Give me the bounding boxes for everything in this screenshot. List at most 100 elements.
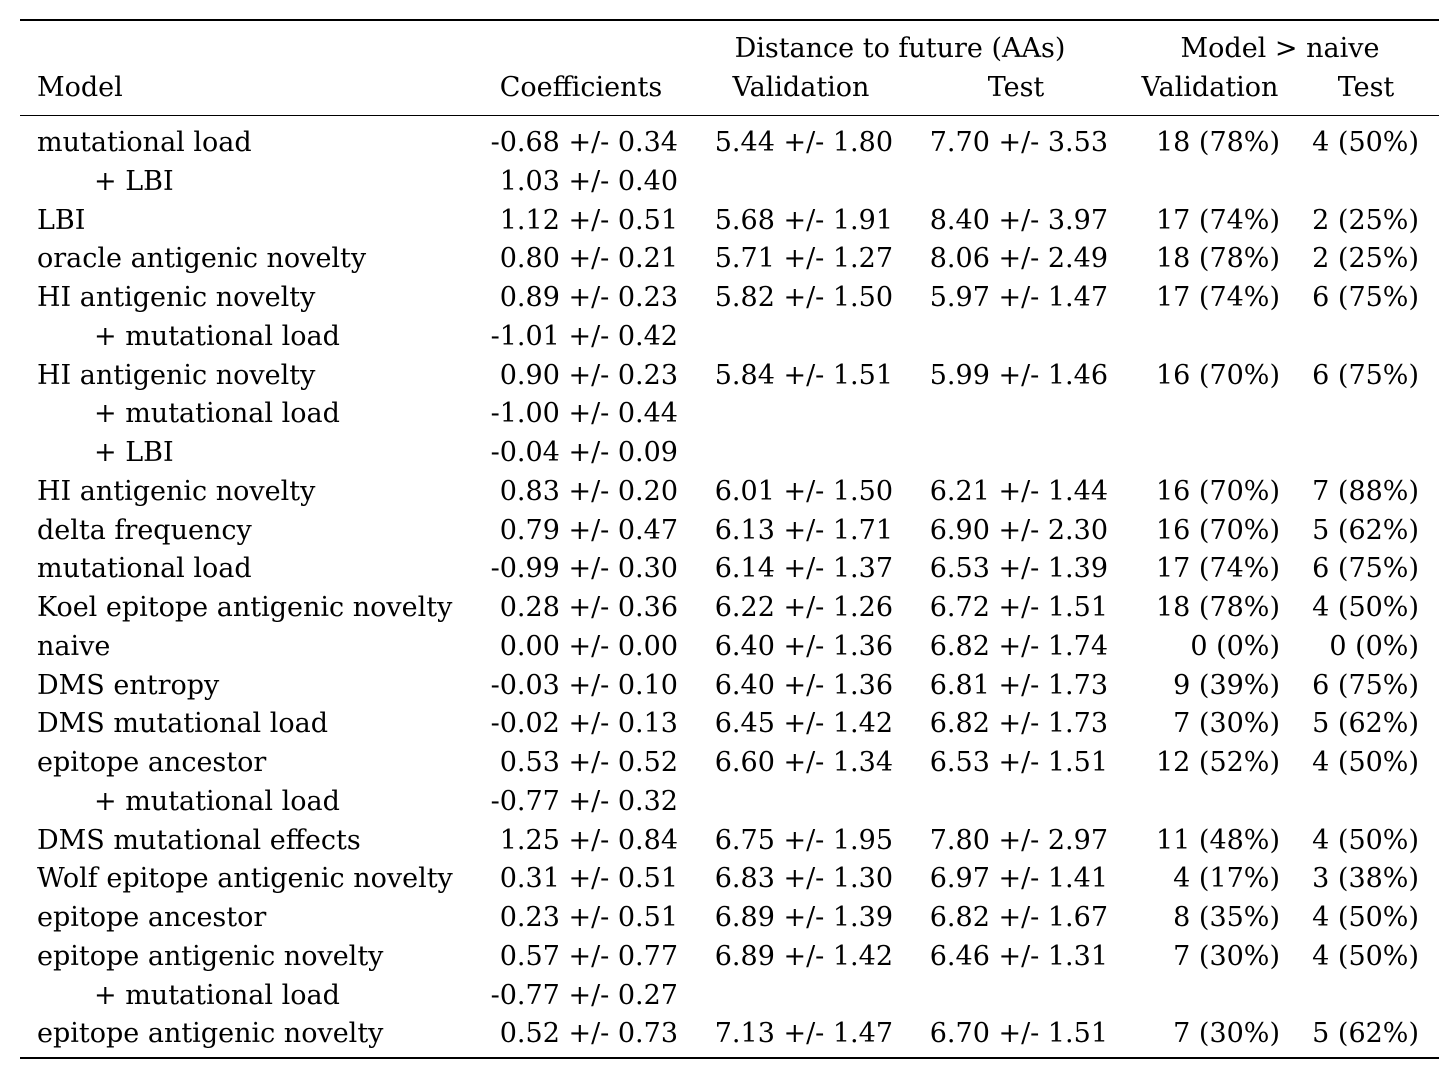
header-distance-validation: Validation (732, 72, 870, 103)
cell-model: + mutational load (94, 321, 340, 352)
cell-distance-test (905, 434, 1108, 472)
cell-distance-test: 5.99 +/- 1.46 (929, 360, 1108, 391)
cell-model: epitope antigenic novelty (37, 941, 384, 972)
cell-distance-validation: 6.89 +/- 1.39 (714, 902, 893, 933)
cell-distance-validation: 6.83 +/- 1.30 (714, 863, 893, 894)
cell-distance-test: 6.90 +/- 2.30 (929, 515, 1108, 546)
cell-model: + LBI (94, 166, 174, 197)
cell-distance-validation: 5.68 +/- 1.91 (714, 205, 893, 236)
cell-model-vs-naive-test: 2 (25%) (1312, 205, 1419, 236)
cell-coefficients: 0.00 +/- 0.00 (499, 631, 678, 662)
cell-model: delta frequency (37, 515, 252, 546)
cell-model-vs-naive-test: 6 (75%) (1312, 670, 1419, 701)
header-group-model-vs-naive: Model > naive (1180, 33, 1380, 64)
cell-distance-test: 6.53 +/- 1.51 (929, 747, 1108, 778)
cell-coefficients: -0.04 +/- 0.09 (490, 437, 678, 468)
cell-model-vs-naive-validation: 18 (78%) (1155, 127, 1280, 158)
cell-model-vs-naive-test (1295, 977, 1419, 1015)
cell-model-vs-naive-validation: 8 (35%) (1173, 902, 1280, 933)
cell-coefficients: -0.02 +/- 0.13 (490, 708, 678, 739)
cell-model-vs-naive-validation: 7 (30%) (1173, 1018, 1280, 1049)
cell-distance-validation: 5.44 +/- 1.80 (714, 127, 893, 158)
cell-distance-validation (690, 977, 893, 1015)
cell-model-vs-naive-validation: 17 (74%) (1155, 282, 1280, 313)
cell-distance-test (905, 395, 1108, 433)
cell-model: HI antigenic novelty (37, 476, 316, 507)
cell-distance-validation (690, 783, 893, 821)
cell-distance-validation: 6.89 +/- 1.42 (714, 941, 893, 972)
cell-distance-validation: 6.22 +/- 1.26 (714, 592, 893, 623)
cell-model: mutational load (37, 553, 252, 584)
cell-model: mutational load (37, 127, 252, 158)
cell-coefficients: 0.80 +/- 0.21 (499, 243, 678, 274)
cell-coefficients: -1.00 +/- 0.44 (490, 398, 678, 429)
cell-model-vs-naive-test: 4 (50%) (1312, 902, 1419, 933)
cell-distance-validation: 6.40 +/- 1.36 (714, 631, 893, 662)
cell-model-vs-naive-validation (1130, 434, 1280, 472)
cell-model-vs-naive-validation: 4 (17%) (1173, 863, 1280, 894)
cell-model-vs-naive-validation: 7 (30%) (1173, 708, 1280, 739)
cell-coefficients: -0.68 +/- 0.34 (490, 127, 678, 158)
cell-model-vs-naive-validation: 0 (0%) (1190, 631, 1280, 662)
cell-distance-validation: 6.45 +/- 1.42 (714, 708, 893, 739)
cell-model-vs-naive-test: 5 (62%) (1312, 1018, 1419, 1049)
cell-coefficients: 1.12 +/- 0.51 (499, 205, 678, 236)
cell-model: DMS entropy (37, 670, 220, 701)
cell-distance-test: 6.21 +/- 1.44 (929, 476, 1108, 507)
cell-distance-validation: 6.40 +/- 1.36 (714, 670, 893, 701)
cell-model-vs-naive-test: 0 (0%) (1329, 631, 1419, 662)
cell-coefficients: -1.01 +/- 0.42 (490, 321, 678, 352)
cell-model-vs-naive-test: 6 (75%) (1312, 553, 1419, 584)
cell-distance-validation: 5.84 +/- 1.51 (714, 360, 893, 391)
cell-model-vs-naive-test: 6 (75%) (1312, 282, 1419, 313)
header-group-distance-to-future: Distance to future (AAs) (734, 33, 1066, 64)
cell-distance-validation: 7.13 +/- 1.47 (714, 1018, 893, 1049)
cell-distance-validation: 6.75 +/- 1.95 (714, 825, 893, 856)
header-model: Model (37, 72, 123, 103)
cell-distance-validation: 5.71 +/- 1.27 (714, 243, 893, 274)
cell-model-vs-naive-validation: 16 (70%) (1155, 360, 1280, 391)
cell-distance-test: 6.70 +/- 1.51 (929, 1018, 1108, 1049)
cell-distance-validation: 6.14 +/- 1.37 (714, 553, 893, 584)
cell-model: epitope antigenic novelty (37, 1018, 384, 1049)
cell-model-vs-naive-test (1295, 783, 1419, 821)
cell-model-vs-naive-test (1295, 163, 1419, 201)
header-model-vs-naive-validation: Validation (1141, 72, 1279, 103)
cell-model: naive (37, 631, 111, 662)
cell-model: + LBI (94, 437, 174, 468)
cell-model-vs-naive-validation: 7 (30%) (1173, 941, 1280, 972)
cell-model-vs-naive-validation (1130, 783, 1280, 821)
cell-distance-validation: 6.01 +/- 1.50 (714, 476, 893, 507)
cell-distance-test: 6.97 +/- 1.41 (929, 863, 1108, 894)
cell-coefficients: 0.52 +/- 0.73 (499, 1018, 678, 1049)
cell-distance-test: 6.53 +/- 1.39 (929, 553, 1108, 584)
cell-model: LBI (37, 205, 86, 236)
cell-distance-test: 6.46 +/- 1.31 (929, 941, 1108, 972)
cell-model: epitope ancestor (37, 902, 267, 933)
cell-distance-validation (690, 395, 893, 433)
cell-coefficients: -0.99 +/- 0.30 (490, 553, 678, 584)
cell-model-vs-naive-validation: 16 (70%) (1155, 515, 1280, 546)
header-model-vs-naive-test: Test (1337, 72, 1395, 103)
cell-distance-test: 8.40 +/- 3.97 (929, 205, 1108, 236)
cell-distance-validation: 6.13 +/- 1.71 (714, 515, 893, 546)
cell-model-vs-naive-test: 3 (38%) (1312, 863, 1419, 894)
cell-model: epitope ancestor (37, 747, 267, 778)
cell-model-vs-naive-test: 4 (50%) (1312, 825, 1419, 856)
cell-model-vs-naive-validation: 18 (78%) (1155, 592, 1280, 623)
cell-distance-test (905, 977, 1108, 1015)
cell-distance-test (905, 318, 1108, 356)
cell-model-vs-naive-test (1295, 318, 1419, 356)
table-top-rule (20, 19, 1439, 21)
cell-coefficients: 1.03 +/- 0.40 (499, 166, 678, 197)
cell-model-vs-naive-test: 2 (25%) (1312, 243, 1419, 274)
table-bottom-rule (20, 1057, 1439, 1059)
cell-model-vs-naive-validation: 18 (78%) (1155, 243, 1280, 274)
cell-model: Wolf epitope antigenic novelty (37, 863, 453, 894)
cell-model: + mutational load (94, 398, 340, 429)
cell-coefficients: 0.79 +/- 0.47 (499, 515, 678, 546)
cell-coefficients: -0.77 +/- 0.27 (490, 980, 678, 1011)
cell-model-vs-naive-test: 6 (75%) (1312, 360, 1419, 391)
cell-distance-test: 8.06 +/- 2.49 (929, 243, 1108, 274)
